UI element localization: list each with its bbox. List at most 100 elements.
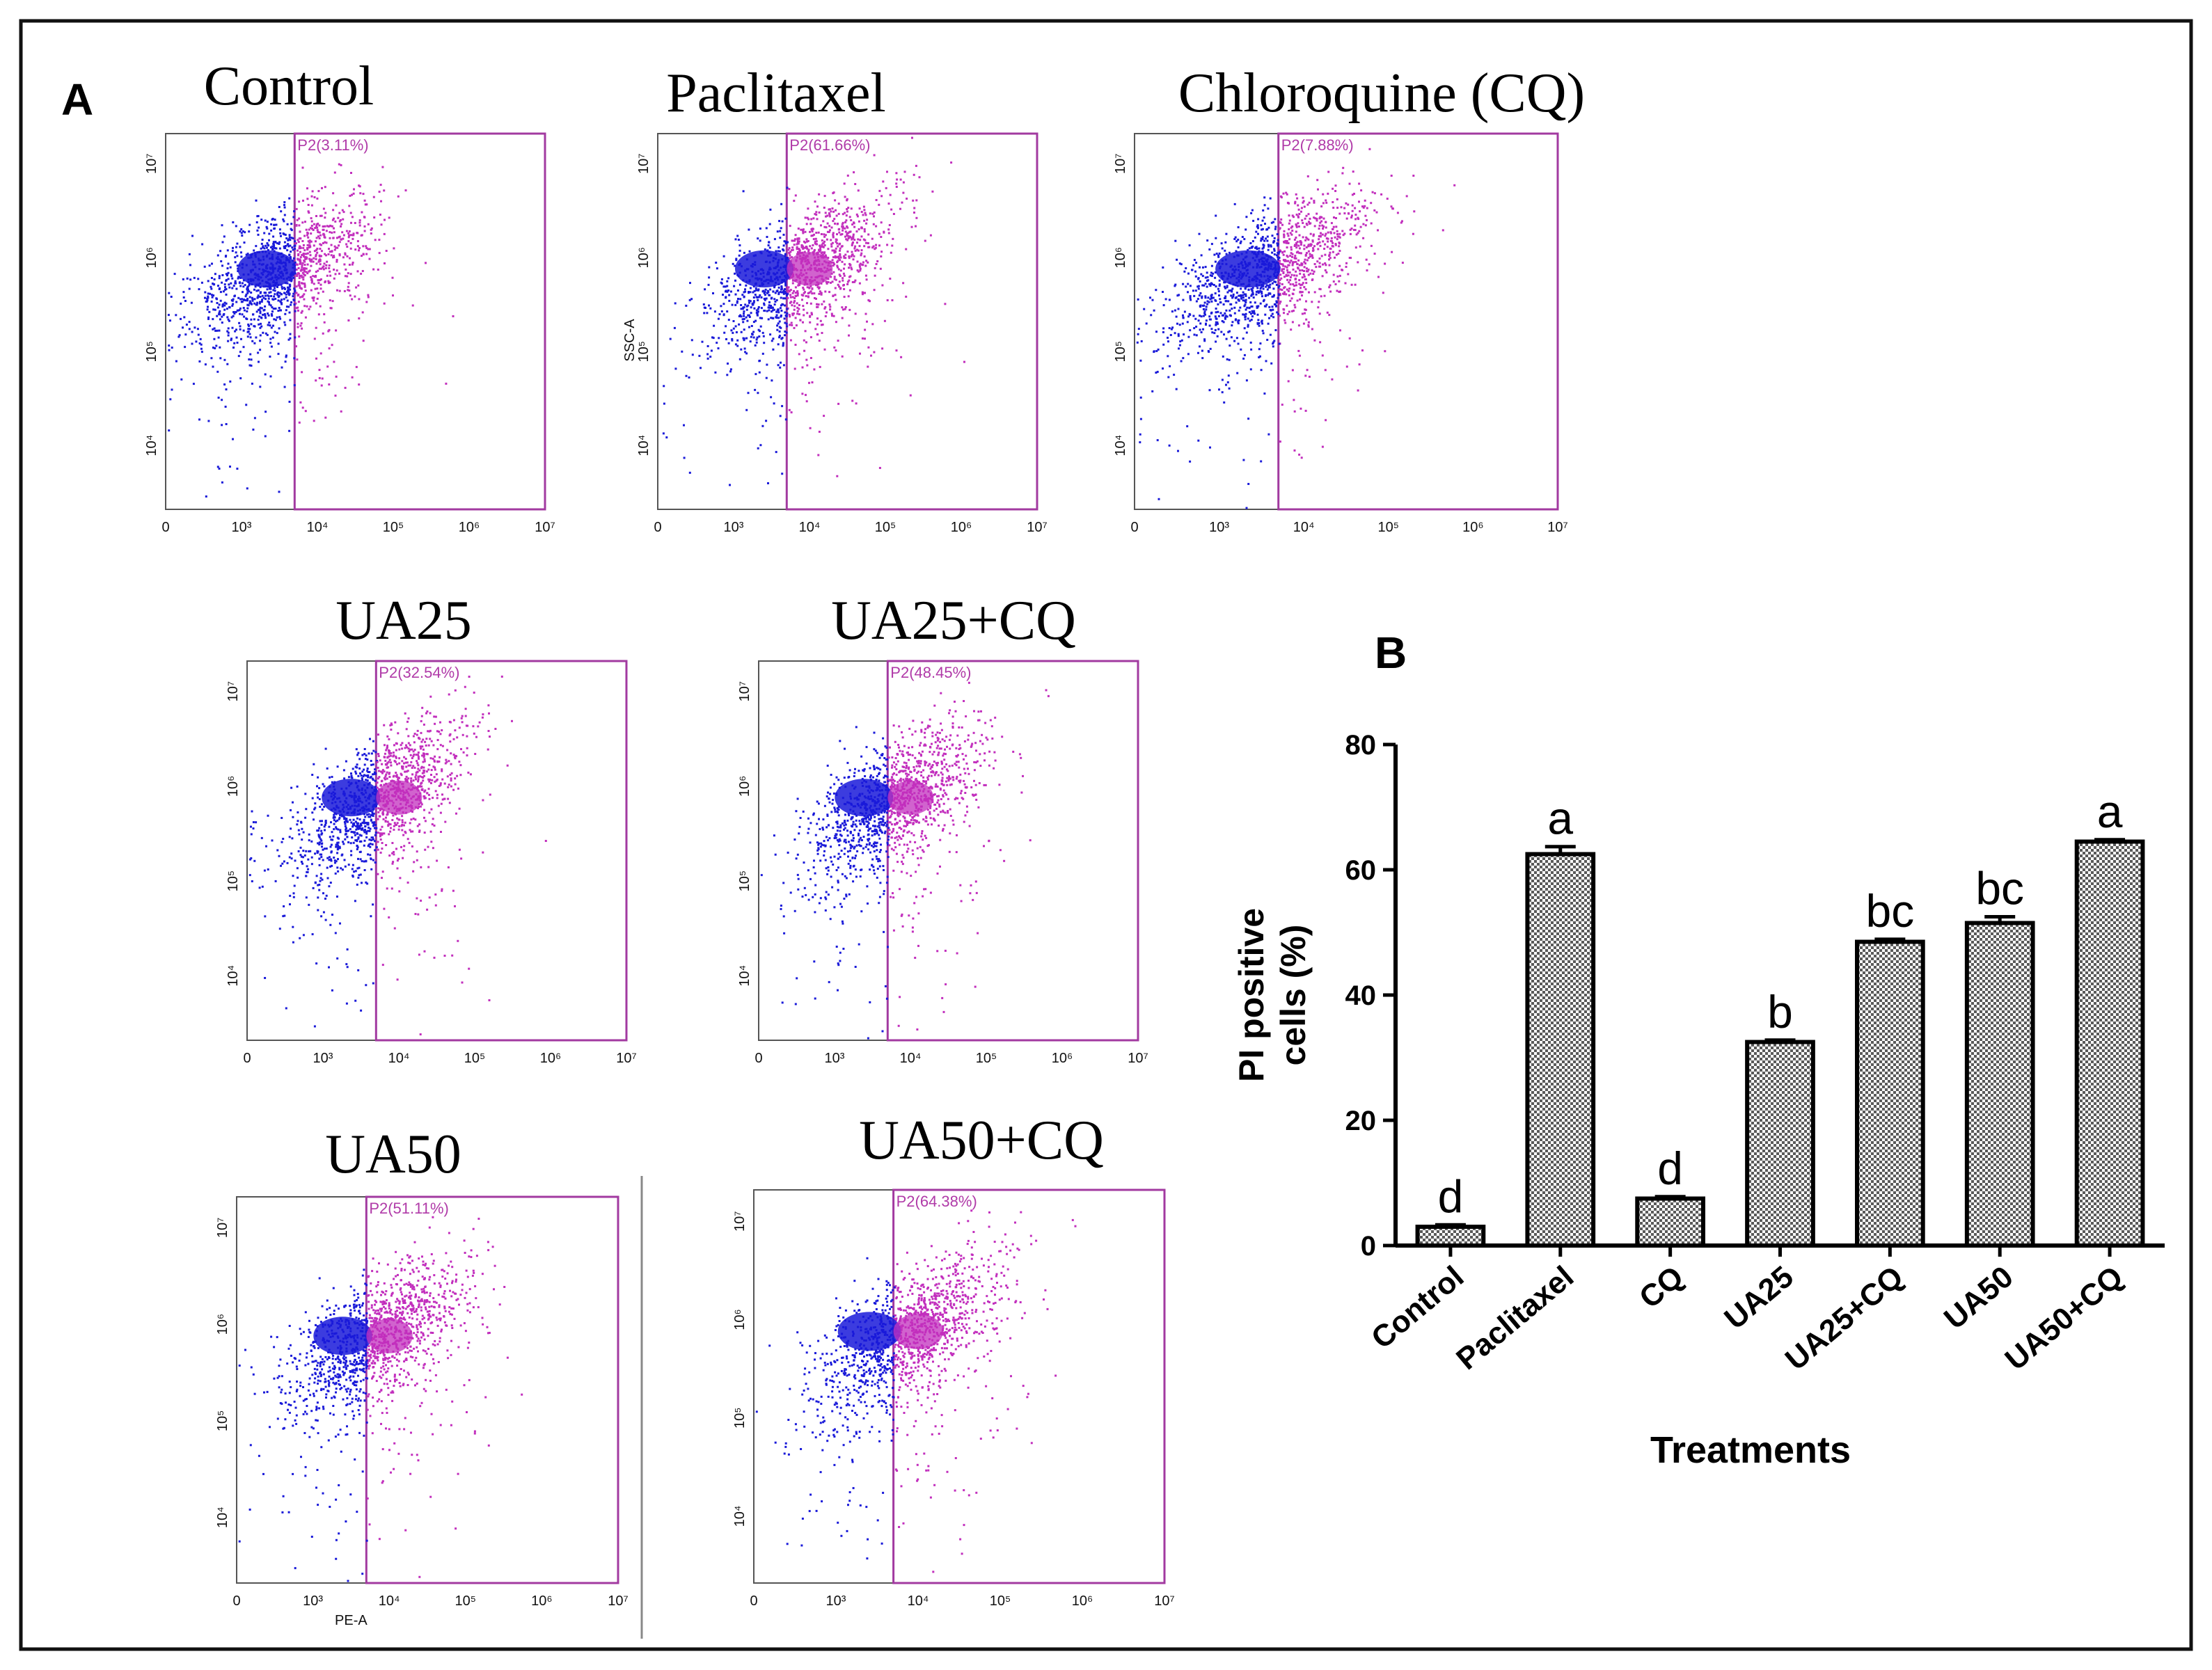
- cell-event: [318, 376, 321, 379]
- cell-event: [268, 292, 271, 294]
- cell-event: [454, 729, 457, 732]
- cell-event: [296, 263, 299, 266]
- cell-event: [1194, 275, 1197, 278]
- cell-event: [1296, 197, 1299, 200]
- cell-event: [1198, 232, 1201, 235]
- cell-event: [1193, 294, 1196, 297]
- cell-event: [1291, 214, 1294, 217]
- cell-event: [729, 368, 732, 371]
- cell-event: [831, 241, 834, 244]
- cell-event: [808, 286, 811, 289]
- cell-event: [1209, 285, 1212, 287]
- cell-event: [464, 708, 467, 710]
- cell-event: [852, 235, 855, 238]
- cell-event: [322, 265, 325, 268]
- cell-event: [1224, 312, 1226, 315]
- cell-event: [1319, 341, 1322, 344]
- cell-event: [1216, 321, 1219, 324]
- cell-event: [1231, 296, 1234, 299]
- cell-event: [800, 228, 803, 231]
- cell-event: [347, 240, 350, 243]
- cell-event: [367, 853, 370, 856]
- cell-event: [264, 915, 267, 918]
- cell-event: [1295, 242, 1297, 245]
- cell-event: [701, 340, 704, 343]
- cell-event: [329, 224, 331, 227]
- cell-event: [801, 299, 803, 301]
- cell-event: [385, 250, 388, 252]
- cell-event: [846, 250, 849, 253]
- cell-event: [380, 223, 383, 226]
- cell-event: [288, 234, 291, 237]
- cell-event: [304, 256, 307, 258]
- cell-event: [1243, 238, 1246, 241]
- cell-event: [255, 245, 258, 248]
- cell-event: [328, 267, 331, 269]
- cell-event: [295, 269, 298, 271]
- cell-event: [1273, 280, 1276, 283]
- cell-event: [249, 353, 252, 356]
- cell-event: [1208, 351, 1210, 353]
- cell-event: [1245, 379, 1248, 382]
- cell-event: [823, 235, 826, 238]
- cell-event: [354, 295, 356, 298]
- cell-event: [752, 321, 755, 324]
- cell-event: [826, 222, 829, 225]
- cell-event: [229, 266, 232, 269]
- cell-event: [211, 296, 214, 299]
- cell-event: [1234, 236, 1237, 239]
- cell-event: [789, 339, 792, 342]
- cell-event: [349, 257, 351, 260]
- cell-event: [732, 331, 734, 334]
- cell-event: [915, 164, 917, 167]
- cell-event: [1247, 418, 1250, 420]
- cell-event: [407, 777, 410, 780]
- cell-event: [325, 241, 328, 244]
- cell-event: [238, 321, 241, 324]
- cell-event: [272, 235, 275, 238]
- cell-event: [823, 207, 825, 209]
- cell-event: [259, 306, 262, 309]
- cell-event: [230, 273, 232, 276]
- cell-event: [1220, 331, 1223, 333]
- cell-event: [1252, 219, 1255, 222]
- cell-event: [1272, 341, 1275, 344]
- cell-event: [787, 241, 789, 244]
- cell-event: [315, 255, 317, 257]
- cell-event: [1162, 327, 1165, 330]
- cell-event: [239, 307, 242, 310]
- cell-event: [398, 762, 401, 765]
- cell-event: [1313, 201, 1316, 204]
- cell-event: [1282, 272, 1285, 274]
- cell-event: [1257, 232, 1259, 235]
- cell-event: [221, 315, 223, 318]
- cell-event: [1245, 216, 1248, 218]
- cell-event: [929, 234, 932, 237]
- cell-event: [1266, 235, 1269, 238]
- cell-event: [1352, 228, 1355, 231]
- cell-event: [855, 230, 858, 233]
- cell-event: [390, 887, 393, 890]
- cell-event: [320, 839, 323, 842]
- cell-event: [1326, 246, 1329, 248]
- y-tick-label: 10⁶: [636, 247, 651, 268]
- cell-event: [771, 310, 773, 313]
- cell-event: [1345, 217, 1348, 220]
- cell-event: [777, 311, 780, 314]
- cell-event: [734, 238, 737, 241]
- cell-event: [313, 283, 315, 285]
- cell-event: [1366, 269, 1368, 272]
- cell-event: [1357, 261, 1359, 264]
- cell-event: [385, 816, 387, 819]
- cell-event: [802, 287, 805, 289]
- cell-event: [1258, 356, 1261, 358]
- cell-event: [289, 255, 292, 258]
- cell-event: [768, 294, 771, 296]
- cell-event: [731, 339, 734, 342]
- cell-event: [317, 850, 319, 853]
- cell-event: [295, 207, 298, 210]
- cell-event: [221, 481, 223, 484]
- cell-event: [277, 291, 280, 294]
- cell-event: [838, 285, 841, 288]
- cell-event: [383, 770, 386, 773]
